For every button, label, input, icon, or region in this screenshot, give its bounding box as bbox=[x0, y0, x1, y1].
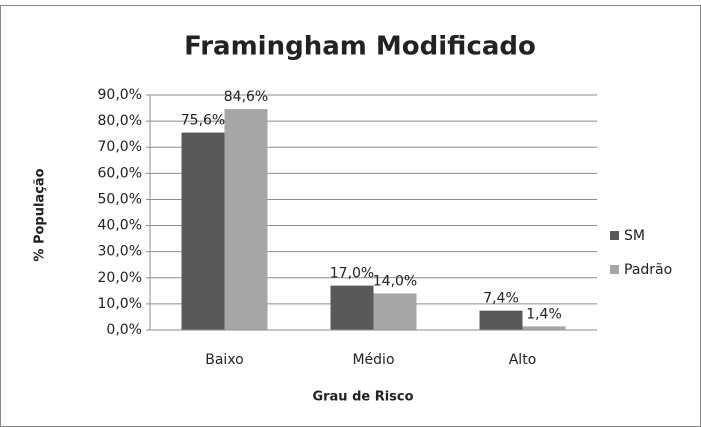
y-tick-label: 0,0% bbox=[106, 322, 142, 338]
y-tick-label: 80,0% bbox=[98, 113, 142, 129]
y-tick-label: 50,0% bbox=[98, 191, 142, 207]
bar bbox=[522, 326, 566, 330]
value-label: 75,6% bbox=[181, 113, 225, 129]
y-tick-label: 30,0% bbox=[98, 244, 142, 260]
x-tick-label: Baixo bbox=[205, 352, 244, 368]
value-label: 7,4% bbox=[483, 291, 519, 307]
x-axis-label: Grau de Risco bbox=[312, 390, 413, 405]
legend-label: Padrão bbox=[624, 262, 672, 278]
bar bbox=[479, 310, 523, 330]
x-tick-label: Médio bbox=[352, 352, 394, 368]
value-label: 17,0% bbox=[330, 266, 374, 282]
y-tick-label: 20,0% bbox=[98, 270, 142, 286]
y-tick-label: 60,0% bbox=[98, 165, 142, 181]
y-axis-label: % População bbox=[33, 168, 48, 261]
value-label: 84,6% bbox=[224, 89, 268, 105]
chart-title: Framingham Modificado bbox=[184, 32, 536, 62]
legend-swatch bbox=[610, 265, 619, 274]
legend-label: SM bbox=[624, 228, 645, 244]
bar bbox=[373, 293, 417, 330]
legend-swatch bbox=[610, 231, 619, 240]
chart-frame bbox=[0, 5, 701, 427]
bar bbox=[224, 109, 268, 330]
y-tick-label: 10,0% bbox=[98, 296, 142, 312]
y-tick-label: 70,0% bbox=[98, 139, 142, 155]
x-tick-label: Alto bbox=[509, 352, 537, 368]
y-tick-label: 40,0% bbox=[98, 218, 142, 234]
bar bbox=[181, 132, 225, 330]
y-tick-label: 90,0% bbox=[98, 87, 142, 103]
bar bbox=[330, 285, 374, 330]
value-label: 1,4% bbox=[526, 306, 562, 322]
value-label: 14,0% bbox=[373, 273, 417, 289]
